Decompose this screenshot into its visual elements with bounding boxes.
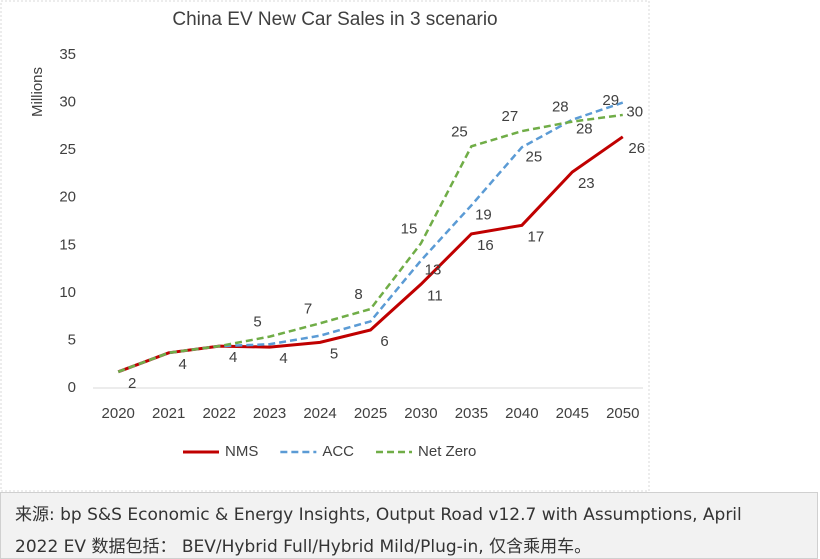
data-label: 26 (628, 140, 645, 157)
footer-line: 2022 EV 数据包括： BEV/Hybrid Full/Hybrid Mil… (15, 537, 592, 557)
x-tick-label: 2021 (152, 405, 185, 422)
data-label: 7 (304, 300, 312, 317)
x-tick-label: 2025 (354, 405, 387, 422)
data-label: 17 (528, 228, 545, 245)
legend-label: Net Zero (418, 443, 476, 460)
x-tick-label: 2022 (202, 405, 235, 422)
data-label: 28 (552, 99, 569, 116)
data-label: 25 (451, 123, 468, 140)
y-tick-label: 25 (59, 141, 76, 158)
data-label: 25 (526, 148, 543, 165)
chart-border (0, 0, 650, 492)
data-label: 4 (179, 356, 187, 373)
y-tick-label: 10 (59, 284, 76, 301)
x-tick-label: 2035 (455, 405, 488, 422)
chart-title: China EV New Car Sales in 3 scenario (172, 9, 497, 30)
data-label: 6 (380, 333, 388, 350)
series-line (117, 135, 624, 374)
data-label: 5 (253, 314, 261, 331)
y-tick-label: 15 (59, 236, 76, 253)
y-tick-label: 20 (59, 189, 76, 206)
y-axis-label: Millions (29, 67, 46, 117)
x-tick-label: 2045 (556, 405, 589, 422)
y-tick-label: 5 (68, 331, 76, 348)
x-tick-label: 2024 (303, 405, 336, 422)
y-tick-label: 0 (68, 379, 76, 396)
x-tick-label: 2040 (505, 405, 538, 422)
footer-line: 来源: bp S&S Economic & Energy Insights, O… (15, 505, 742, 525)
data-label: 30 (626, 104, 643, 121)
data-label: 8 (354, 286, 362, 303)
data-label: 15 (401, 220, 418, 237)
data-label: 19 (475, 206, 492, 223)
legend-label: ACC (322, 443, 354, 460)
data-label: 29 (602, 92, 619, 109)
data-label: 2 (128, 375, 136, 392)
x-tick-label: 2020 (102, 405, 135, 422)
data-label: 13 (425, 261, 442, 278)
data-label: 4 (229, 349, 237, 366)
data-label: 4 (279, 350, 287, 367)
x-tick-label: 2030 (404, 405, 437, 422)
x-tick-label: 2050 (606, 405, 639, 422)
data-label: 27 (502, 108, 519, 125)
data-label: 16 (477, 237, 494, 254)
chart: China EV New Car Sales in 3 scenario Mil… (0, 0, 650, 492)
data-label: 11 (427, 287, 443, 304)
data-label: 28 (576, 121, 593, 138)
data-label: 23 (578, 175, 595, 192)
series-line (117, 101, 624, 373)
y-tick-label: 30 (59, 94, 76, 111)
legend-label: NMS (225, 443, 258, 460)
x-tick-label: 2023 (253, 405, 286, 422)
series-line (117, 113, 623, 373)
footer: 来源: bp S&S Economic & Energy Insights, O… (0, 492, 818, 559)
y-tick-label: 35 (59, 46, 76, 63)
data-label: 5 (330, 345, 338, 362)
